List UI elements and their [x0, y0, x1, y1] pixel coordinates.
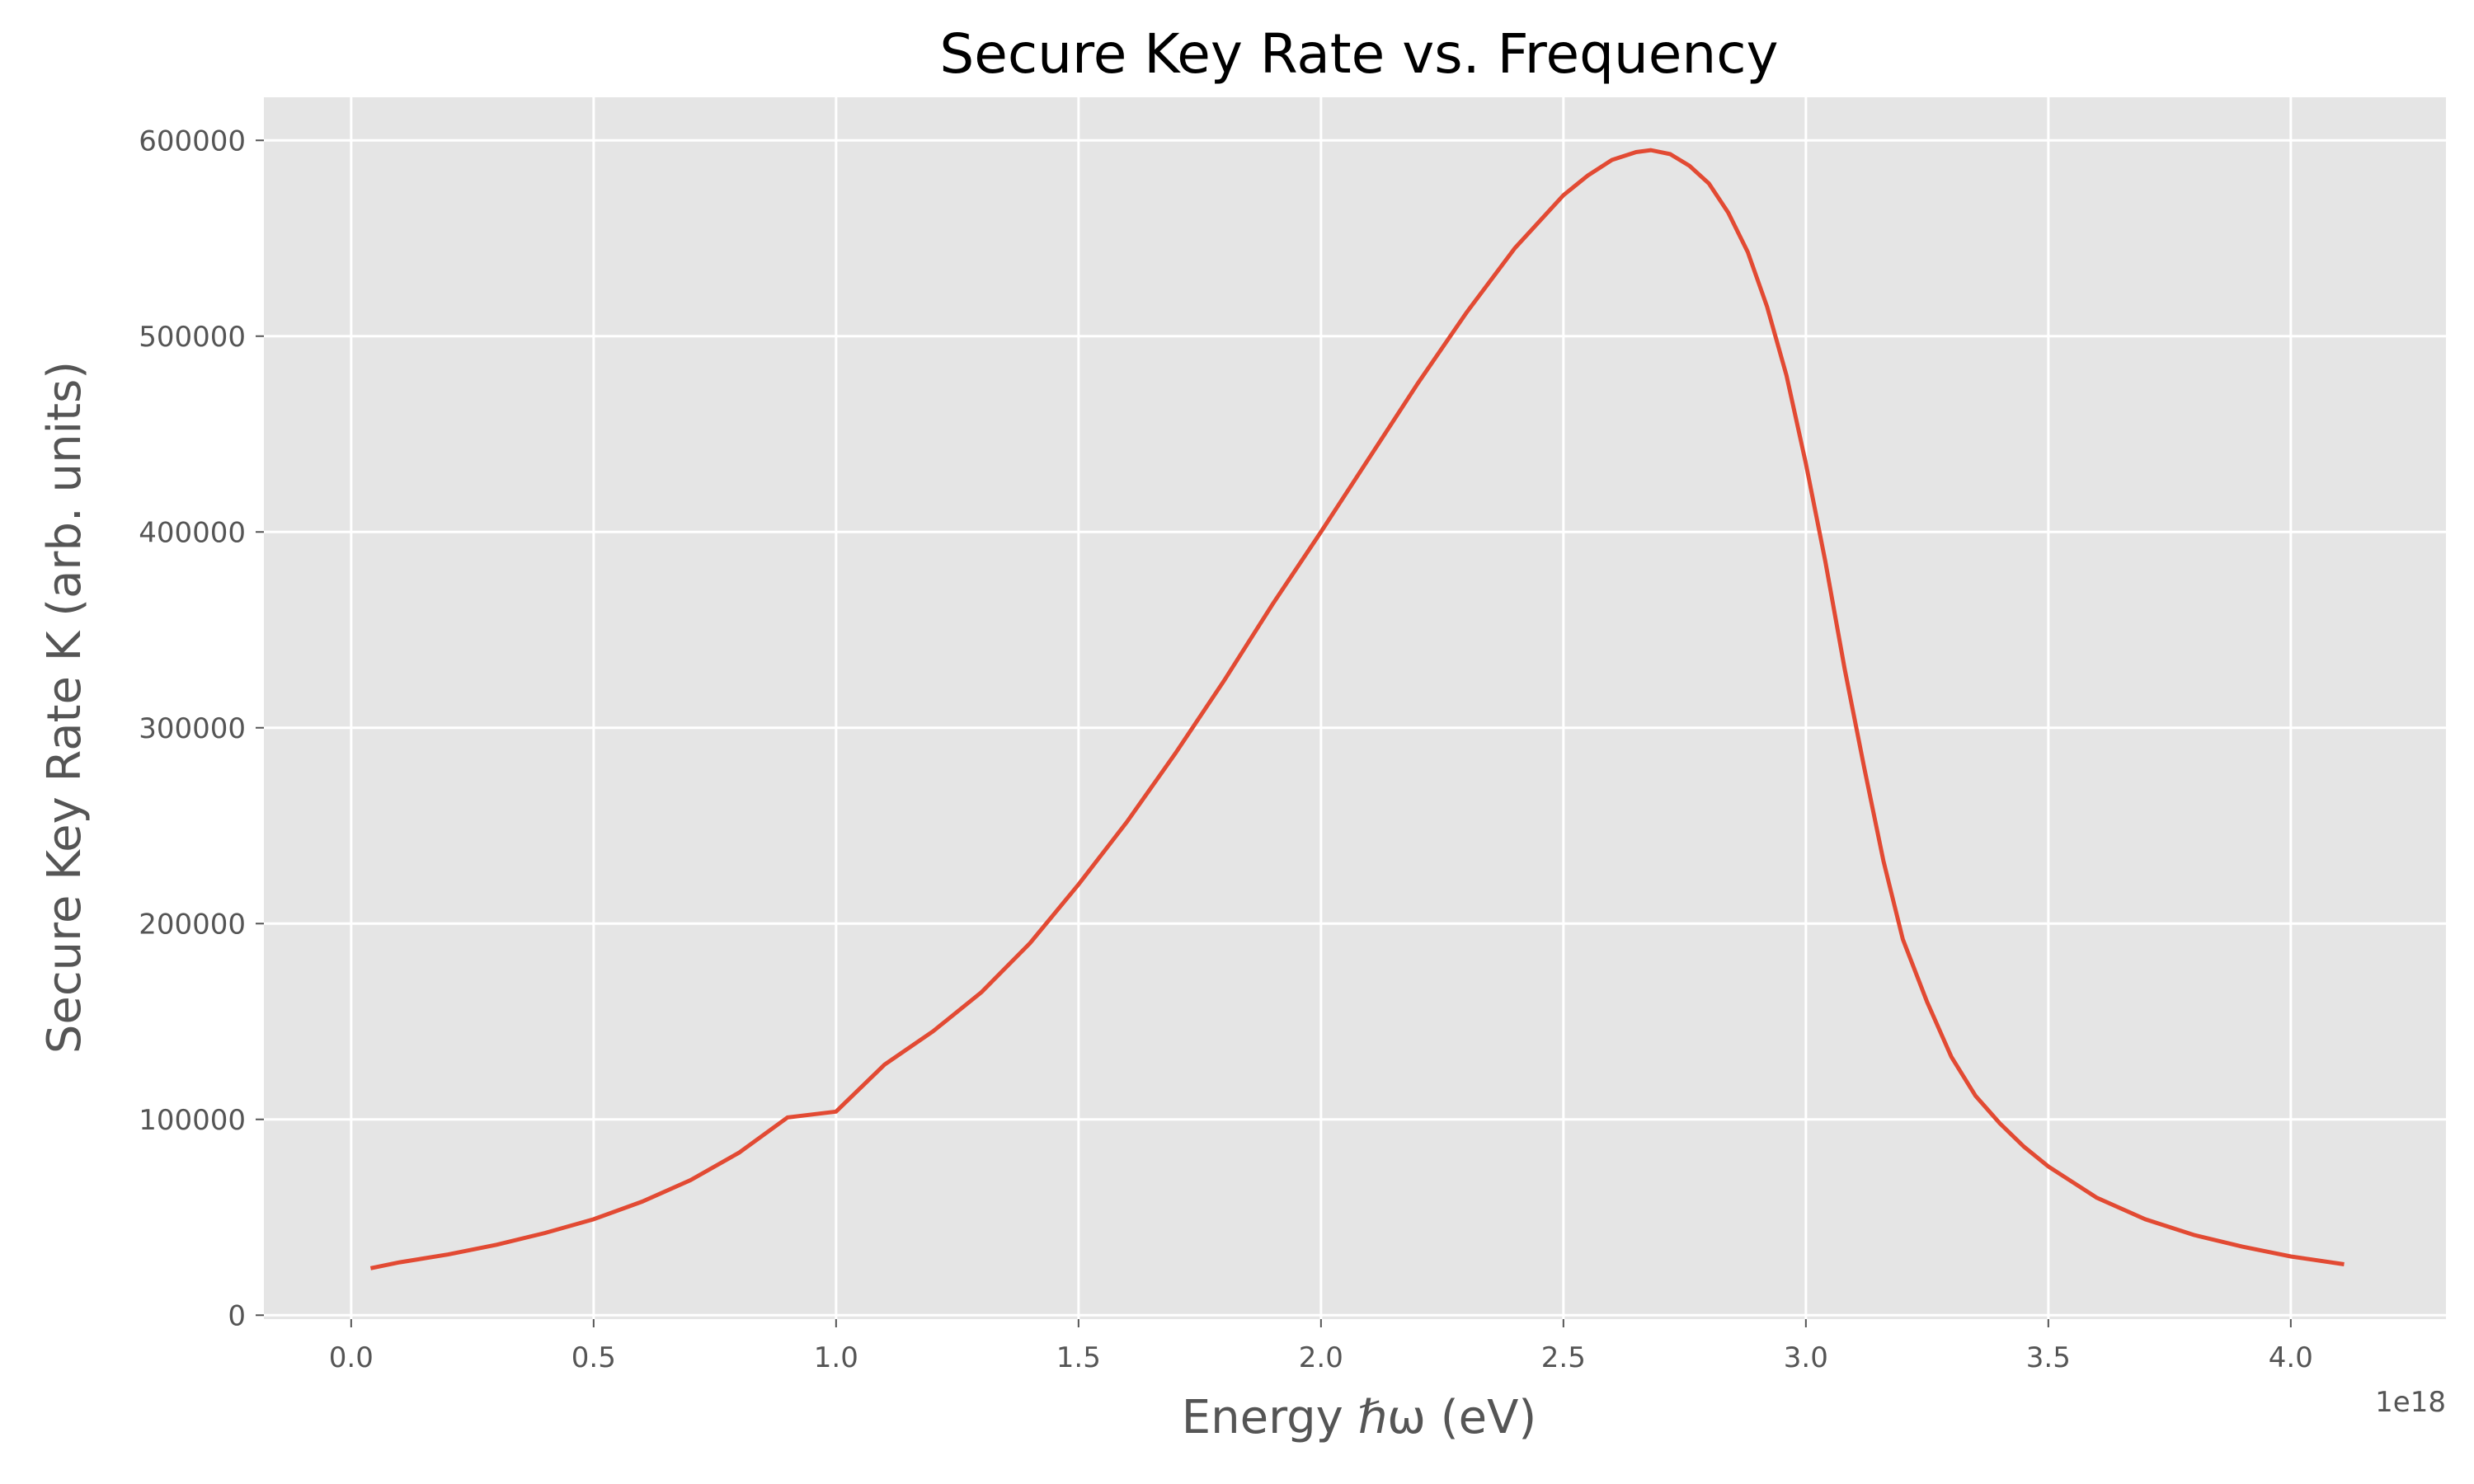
x-tick-label: 1.0 [814, 1341, 858, 1374]
x-tick-label: 0.0 [329, 1341, 374, 1374]
y-axis-label: Secure Key Rate K (arb. units) [38, 361, 92, 1054]
series-line [369, 148, 2345, 1270]
plot-background [264, 97, 2446, 1319]
x-tick-label: 3.0 [1784, 1341, 1828, 1374]
y-tick-label: 0 [228, 1299, 246, 1332]
y-tick-label: 600000 [139, 124, 246, 157]
axis-ticks: 0.0 0.5 1.0 1.5 2.0 2.5 3.0 3.5 4.0 0 100000 200000… [139, 124, 2313, 1374]
y-tick-label: 300000 [139, 712, 246, 745]
x-tick-label: 1.5 [1056, 1341, 1101, 1374]
y-tick-label: 500000 [139, 321, 246, 354]
x-axis-offset-text: 1e18 [2375, 1386, 2446, 1419]
y-tick-label: 400000 [139, 516, 246, 549]
y-tick-label: 100000 [139, 1104, 246, 1137]
x-tick-label: 4.0 [2269, 1341, 2313, 1374]
x-tick-label: 0.5 [571, 1341, 616, 1374]
x-axis-label: Energy ℏω (eV) [1182, 1391, 1537, 1444]
grid-lines [264, 97, 2446, 1319]
x-tick-label: 2.5 [1541, 1341, 1586, 1374]
y-tick-label: 200000 [139, 908, 246, 941]
x-tick-label: 2.0 [1299, 1341, 1343, 1374]
x-tick-label: 3.5 [2026, 1341, 2071, 1374]
chart-title: Secure Key Rate vs. Frequency [939, 22, 1778, 86]
